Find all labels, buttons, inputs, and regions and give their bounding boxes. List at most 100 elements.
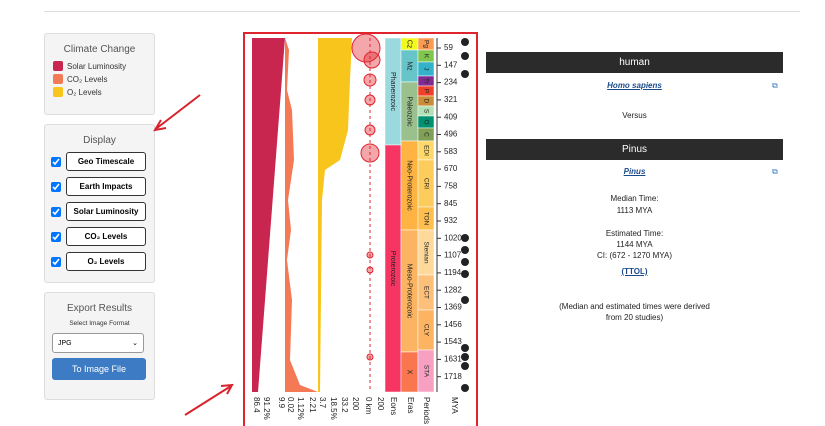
toggle-button[interactable]: O₂ Levels: [66, 252, 146, 271]
checkbox[interactable]: [51, 181, 61, 192]
estimated-value: 1144 MYA: [616, 240, 653, 249]
toggle-row: CO₂ Levels: [51, 227, 154, 246]
period-label: K: [422, 54, 429, 59]
arrow-head: [153, 119, 167, 132]
checkbox[interactable]: [51, 206, 61, 217]
period-band: [417, 105, 435, 117]
toggle-row: Geo Timescale: [51, 152, 154, 171]
taxon-heading: Pinus: [486, 139, 783, 160]
toggle-button[interactable]: Solar Luminosity: [66, 202, 146, 221]
period-label: D: [422, 99, 429, 104]
note-line: from 20 studies): [605, 313, 664, 322]
period-label: O: [422, 119, 429, 124]
toggle-row: O₂ Levels: [51, 252, 154, 271]
eon-band: [384, 37, 402, 146]
median-label: Median Time:: [610, 194, 659, 203]
legend-item: O₂ Levels: [53, 87, 154, 97]
period-band: [417, 127, 435, 142]
axis-label: 3.7: [318, 397, 327, 409]
period-label: Pg: [422, 40, 429, 48]
display-panel: Display Geo Timescale Earth Impacts Solar …: [44, 124, 155, 283]
legend-label: CO₂ Levels: [67, 74, 108, 84]
panel-title: Export Results: [66, 303, 133, 314]
mya-tick-label: 583: [444, 147, 458, 156]
external-icon[interactable]: ⧉: [772, 81, 778, 90]
impact: [366, 266, 374, 274]
period-label: Tr: [422, 78, 429, 85]
period-band: [417, 229, 435, 276]
mya-tick-label: 758: [444, 182, 458, 191]
legend-item: CO₂ Levels: [53, 74, 154, 84]
chart-frame: [243, 32, 478, 426]
mya-tick-label: 409: [444, 112, 458, 121]
era-band: [400, 37, 419, 51]
axis-label: 1.12%: [296, 397, 305, 420]
taxon-link[interactable]: Pinus: [623, 167, 646, 176]
select-label: Select Image Format: [69, 320, 130, 327]
co2-area: [285, 38, 318, 392]
period-label: ECT: [422, 286, 429, 299]
climate-panel: Climate Change Solar Luminosity CO₂ Leve…: [44, 33, 155, 115]
estimated-label: Estimated Time:: [605, 229, 664, 238]
axis-label: 91.2%: [262, 397, 271, 420]
mya-tick-label: 1194: [444, 268, 462, 277]
axis-label: 18.5%: [329, 397, 338, 420]
mya-tick-label: 932: [444, 216, 458, 225]
period-label: S: [422, 109, 429, 114]
axis-label: 200: [351, 397, 360, 411]
ttol-link[interactable]: (TTOL): [621, 267, 648, 276]
period-band: [417, 95, 435, 107]
external-icon[interactable]: ⧉: [772, 167, 778, 176]
period-band: [417, 349, 435, 393]
period-band: [417, 206, 435, 231]
arrow-head: [220, 383, 234, 395]
axis-label: Periods: [422, 397, 431, 424]
toggle-row: Solar Luminosity: [51, 202, 154, 221]
axis-label: 86.4: [252, 397, 261, 413]
period-band: [417, 309, 435, 351]
era-label: Paleozoic: [406, 96, 413, 127]
toggle-button[interactable]: Geo Timescale: [66, 152, 146, 171]
toggle-row: Earth Impacts: [51, 177, 154, 196]
era-label: Meso-Proterozoic: [406, 264, 413, 319]
era-label: Cz: [406, 40, 413, 49]
impact: [363, 51, 381, 69]
toggle-button[interactable]: Earth Impacts: [66, 177, 146, 196]
toggle-button[interactable]: CO₂ Levels: [66, 227, 146, 246]
format-select[interactable]: JPG ⌄: [52, 333, 144, 353]
era-label: Neo-Proterozoic: [406, 160, 413, 211]
checkbox[interactable]: [51, 231, 61, 242]
checkbox[interactable]: [51, 156, 61, 167]
period-label: STA: [422, 365, 429, 378]
taxon-link[interactable]: Homo sapiens: [607, 81, 662, 90]
period-label: EDI: [422, 145, 429, 156]
legend-label: O₂ Levels: [67, 87, 102, 97]
era-band: [400, 81, 419, 142]
confidence-interval: CI: (672 - 1270 MYA): [597, 251, 672, 260]
axis-label: 33.2: [340, 397, 349, 413]
impact: [364, 94, 376, 106]
period-label: P: [422, 89, 429, 93]
mya-tick-label: 1456: [444, 320, 462, 329]
period-band: [417, 61, 435, 77]
axis-label: Eras: [406, 397, 415, 413]
eon-label: Phanerozoic: [389, 72, 396, 111]
period-band: [417, 49, 435, 63]
period-band: [417, 75, 435, 87]
impact: [363, 73, 377, 87]
eon-band: [384, 144, 402, 393]
era-label: Mz: [406, 61, 413, 71]
mya-tick-label: 321: [444, 95, 458, 104]
luminosity-area: [252, 38, 285, 392]
versus: Versus: [622, 111, 647, 120]
checkbox[interactable]: [51, 256, 61, 267]
export-button[interactable]: To Image File: [52, 358, 146, 380]
period-band: [417, 37, 435, 51]
mya-tick-label: 496: [444, 130, 458, 139]
era-band: [400, 49, 419, 83]
axis-label: 2.21: [308, 397, 317, 413]
mya-tick-label: 1020: [444, 233, 462, 242]
period-label: C: [422, 132, 429, 137]
median-value: 1113 MYA: [616, 206, 653, 215]
